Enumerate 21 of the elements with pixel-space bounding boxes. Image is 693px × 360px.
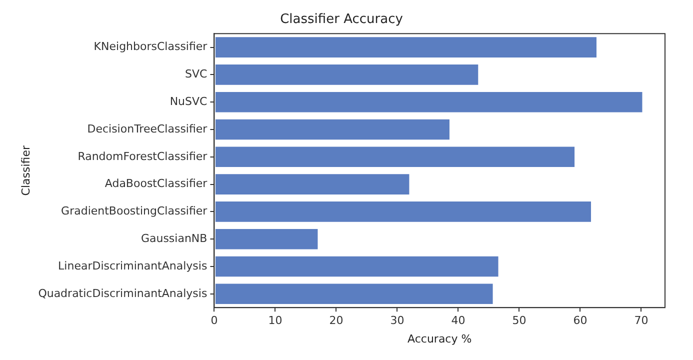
x-tick-label: 50 [512, 314, 526, 328]
x-tick-label: 40 [451, 314, 466, 328]
x-tick-label: 0 [210, 314, 218, 328]
y-tick-label: GaussianNB [140, 232, 208, 245]
y-tick-label: AdaBoostClassifier [104, 177, 208, 190]
x-tick-label: 20 [329, 314, 344, 328]
y-axis-title: Classifier [19, 145, 32, 196]
y-tick-label: DecisionTreeClassifier [87, 122, 208, 136]
y-tick-label: GradientBoostingClassifier [61, 204, 208, 218]
x-tick-label: 30 [390, 314, 404, 328]
x-tick-label: 60 [573, 314, 588, 328]
y-tick-label: RandomForestClassifier [78, 150, 208, 163]
y-tick-label: SVC [185, 68, 208, 81]
y-tick-label: QuadraticDiscriminantAnalysis [38, 286, 208, 300]
chart-title: Classifier Accuracy [280, 12, 404, 28]
x-tick-label: 10 [268, 314, 282, 328]
x-tick-label: 70 [634, 314, 648, 328]
y-tick-label: KNeighborsClassifier [94, 40, 208, 54]
y-tick-label: NuSVC [170, 94, 208, 108]
x-axis-title: Accuracy % [408, 332, 472, 346]
y-tick-label: LinearDiscriminantAnalysis [58, 259, 208, 272]
